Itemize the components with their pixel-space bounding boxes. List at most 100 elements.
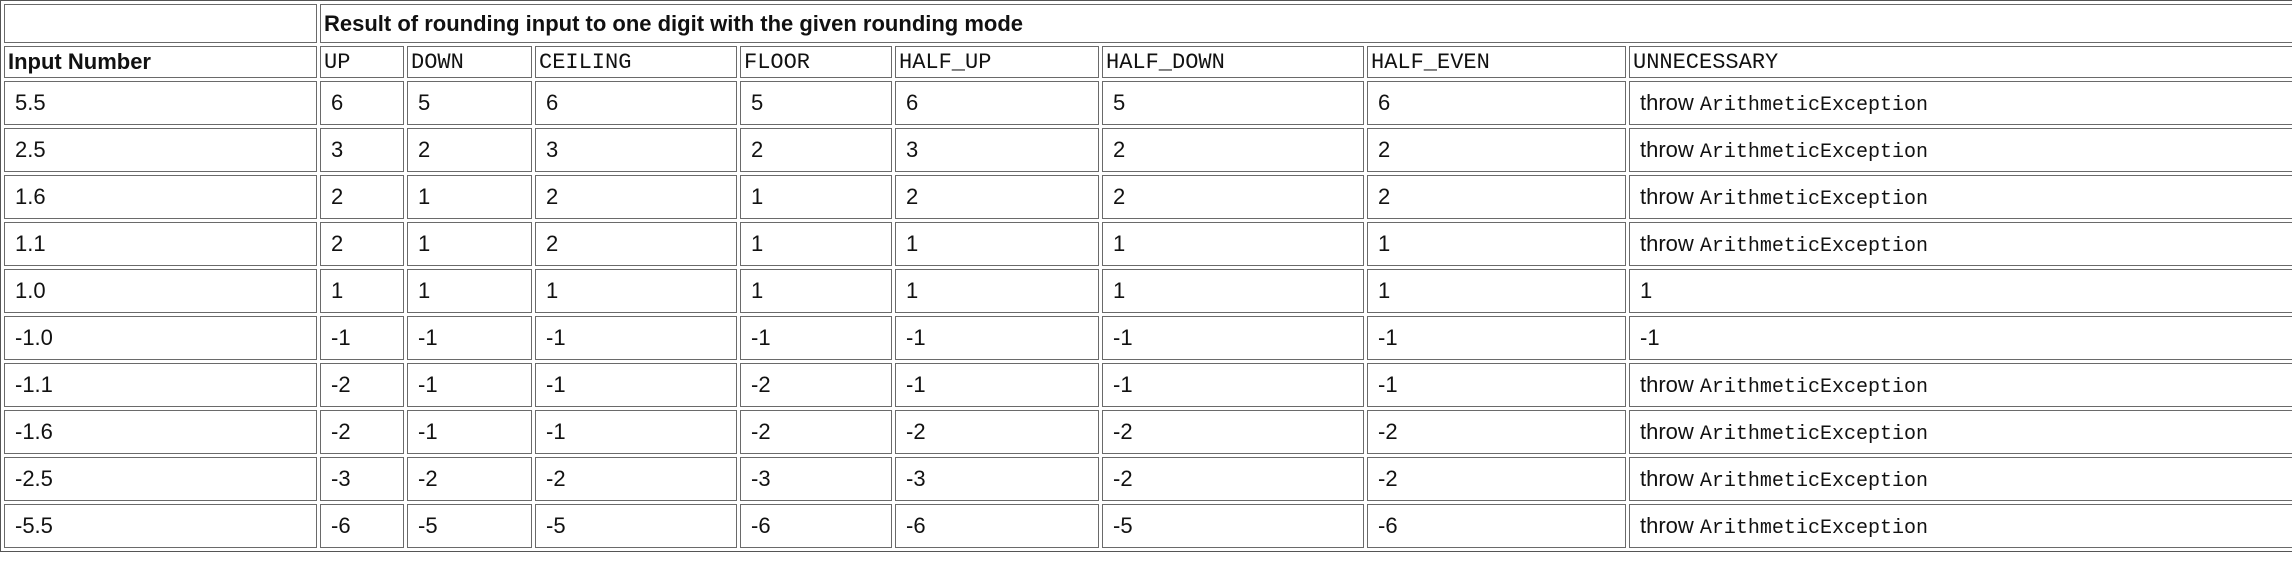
cell-floor: -3 [740,457,892,501]
cell-down: -1 [407,410,532,454]
mode-header-ceiling: CEILING [535,46,737,78]
cell-unnecessary: throw ArithmeticException [1629,363,2292,407]
cell-down: -2 [407,457,532,501]
cell-floor: -6 [740,504,892,548]
mode-header-floor: FLOOR [740,46,892,78]
exception-name: ArithmeticException [1699,187,1928,211]
cell-half-down: -2 [1102,410,1364,454]
cell-down: -1 [407,316,532,360]
cell-up: -6 [320,504,404,548]
cell-half-down: -5 [1102,504,1364,548]
cell-half-even: -2 [1367,410,1626,454]
exception-name: ArithmeticException [1699,140,1928,164]
cell-floor: 1 [740,222,892,266]
table-caption: Result of rounding input to one digit wi… [320,4,2292,43]
cell-input-number: -1.6 [4,410,317,454]
cell-input-number: 5.5 [4,81,317,125]
cell-half-even: 1 [1367,269,1626,313]
cell-floor: 1 [740,175,892,219]
mode-header-down: DOWN [407,46,532,78]
cell-floor: -2 [740,363,892,407]
cell-half-up: -1 [895,316,1099,360]
cell-unnecessary: throw ArithmeticException [1629,81,2292,125]
cell-half-even: 1 [1367,222,1626,266]
cell-input-number: 1.6 [4,175,317,219]
cell-input-number: 1.0 [4,269,317,313]
cell-ceiling: 1 [535,269,737,313]
cell-up: -1 [320,316,404,360]
cell-ceiling: 6 [535,81,737,125]
cell-half-up: -2 [895,410,1099,454]
exception-name: ArithmeticException [1699,422,1928,446]
cell-half-down: 2 [1102,128,1364,172]
exception-name: ArithmeticException [1699,469,1928,493]
table-row: 5.5 6 5 6 5 6 5 6 throw ArithmeticException [4,81,2292,125]
mode-header-half-down: HALF_DOWN [1102,46,1364,78]
cell-input-number: -1.0 [4,316,317,360]
empty-corner-cell [4,4,317,43]
throw-keyword: throw [1640,465,1694,491]
rounding-mode-table: Result of rounding input to one digit wi… [0,0,2292,552]
exception-name: ArithmeticException [1699,93,1928,117]
cell-input-number: 2.5 [4,128,317,172]
exception-name: ArithmeticException [1699,375,1928,399]
table-row: 2.5 3 2 3 2 3 2 2 throw ArithmeticException [4,128,2292,172]
cell-unnecessary: throw ArithmeticException [1629,175,2292,219]
table-row: -5.5 -6 -5 -5 -6 -6 -5 -6 throw ArithmeticExcept… [4,504,2292,548]
cell-floor: 5 [740,81,892,125]
cell-input-number: -1.1 [4,363,317,407]
cell-half-down: -1 [1102,363,1364,407]
cell-down: 1 [407,175,532,219]
cell-floor: -2 [740,410,892,454]
mode-header-half-even: HALF_EVEN [1367,46,1626,78]
cell-ceiling: 2 [535,222,737,266]
input-number-header: Input Number [4,46,317,78]
mode-header-unnecessary: UNNECESSARY [1629,46,2292,78]
cell-half-even: -1 [1367,363,1626,407]
table-row: -1.0 -1 -1 -1 -1 -1 -1 -1 -1 [4,316,2292,360]
cell-input-number: -2.5 [4,457,317,501]
cell-half-even: 2 [1367,128,1626,172]
cell-floor: 1 [740,269,892,313]
cell-up: 2 [320,175,404,219]
table-row: -1.1 -2 -1 -1 -2 -1 -1 -1 throw ArithmeticExcept… [4,363,2292,407]
throw-keyword: throw [1640,418,1694,444]
throw-keyword: throw [1640,512,1694,538]
cell-down: 5 [407,81,532,125]
throw-keyword: throw [1640,183,1694,209]
cell-ceiling: -2 [535,457,737,501]
cell-unnecessary: throw ArithmeticException [1629,410,2292,454]
cell-half-up: 3 [895,128,1099,172]
table-row: -1.6 -2 -1 -1 -2 -2 -2 -2 throw ArithmeticExcept… [4,410,2292,454]
cell-up: 1 [320,269,404,313]
cell-half-up: -3 [895,457,1099,501]
cell-up: 2 [320,222,404,266]
cell-half-down: -2 [1102,457,1364,501]
cell-half-even: 6 [1367,81,1626,125]
cell-half-down: -1 [1102,316,1364,360]
cell-half-even: -2 [1367,457,1626,501]
cell-up: -2 [320,410,404,454]
throw-keyword: throw [1640,136,1694,162]
cell-down: 2 [407,128,532,172]
cell-input-number: -5.5 [4,504,317,548]
table-row: 1.0 1 1 1 1 1 1 1 1 [4,269,2292,313]
cell-half-even: -6 [1367,504,1626,548]
header-row: Input Number UP DOWN CEILING FLOOR HALF_… [4,46,2292,78]
cell-half-down: 1 [1102,222,1364,266]
cell-unnecessary: throw ArithmeticException [1629,128,2292,172]
cell-up: -3 [320,457,404,501]
caption-row: Result of rounding input to one digit wi… [4,4,2292,43]
table-row: -2.5 -3 -2 -2 -3 -3 -2 -2 throw ArithmeticExcept… [4,457,2292,501]
cell-down: 1 [407,269,532,313]
cell-half-up: 1 [895,222,1099,266]
table-row: 1.1 2 1 2 1 1 1 1 throw ArithmeticException [4,222,2292,266]
cell-half-up: 1 [895,269,1099,313]
cell-up: 3 [320,128,404,172]
throw-keyword: throw [1640,89,1694,115]
cell-half-down: 2 [1102,175,1364,219]
exception-name: ArithmeticException [1699,516,1928,540]
mode-header-up: UP [320,46,404,78]
cell-ceiling: -1 [535,363,737,407]
cell-unnecessary: throw ArithmeticException [1629,504,2292,548]
